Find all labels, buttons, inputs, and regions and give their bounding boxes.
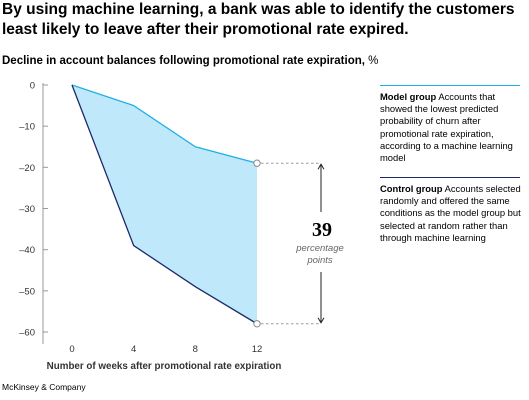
legend-control-group: Control group Accounts selected randomly… bbox=[380, 177, 528, 244]
difference-annotation: 39 percentage points bbox=[295, 219, 344, 266]
legend-control-description: Accounts selected randomly and offered t… bbox=[380, 183, 521, 243]
arrowhead-up bbox=[317, 163, 325, 170]
x-axis-title: Number of weeks after promotional rate e… bbox=[47, 361, 282, 372]
control-group-line bbox=[71, 84, 258, 325]
footer-source: McKinsey & Company bbox=[2, 382, 86, 392]
y-tick-label: –10 bbox=[19, 122, 35, 133]
control-endpoint-marker bbox=[253, 320, 261, 328]
legend-model-description: Accounts that showed the lowest predicte… bbox=[380, 91, 513, 164]
y-tick-label: –60 bbox=[19, 328, 35, 339]
y-tick-label: –40 bbox=[19, 245, 35, 256]
legend-model-name: Model group bbox=[380, 91, 437, 102]
annotation-value: 39 bbox=[312, 219, 332, 241]
annotation-line2: points bbox=[306, 255, 333, 266]
legend-model-group: Model group Accounts that showed the low… bbox=[380, 85, 528, 164]
y-tick-label: –30 bbox=[19, 204, 35, 215]
subtitle-unit: % bbox=[368, 55, 379, 67]
chart-subtitle: Decline in account balances following pr… bbox=[2, 55, 378, 67]
axes: 0 –10 –20 –30 –40 –50 –60 0 4 8 12 Number of weeks … bbox=[19, 81, 281, 373]
legend-model-rule bbox=[380, 85, 520, 87]
x-tick-label: 12 bbox=[252, 344, 263, 355]
y-tick-label: –20 bbox=[19, 163, 35, 174]
headline: By using machine learning, a bank was ab… bbox=[2, 1, 515, 38]
legend-control-rule bbox=[380, 177, 520, 179]
x-tick-label: 8 bbox=[193, 344, 198, 355]
legend-control-name: Control group bbox=[380, 183, 443, 194]
shaded-gap-area bbox=[72, 85, 257, 324]
y-tick-label: –50 bbox=[19, 286, 35, 297]
chart-marks bbox=[71, 84, 325, 328]
model-group-line bbox=[71, 84, 258, 164]
subtitle-text: Decline in account balances following pr… bbox=[2, 55, 365, 67]
x-tick-label: 0 bbox=[69, 344, 74, 355]
y-tick-label: 0 bbox=[30, 81, 35, 92]
x-tick-label: 4 bbox=[131, 344, 136, 355]
annotation-line1: percentage bbox=[295, 243, 344, 254]
model-endpoint-marker bbox=[253, 159, 261, 167]
arrowhead-down bbox=[317, 317, 325, 324]
